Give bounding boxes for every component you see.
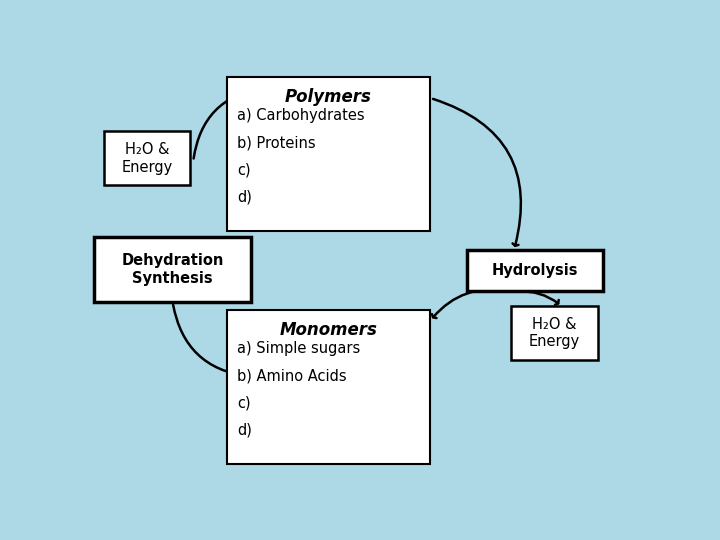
FancyBboxPatch shape xyxy=(227,77,431,231)
FancyBboxPatch shape xyxy=(511,306,598,360)
Text: Monomers: Monomers xyxy=(279,321,377,339)
FancyBboxPatch shape xyxy=(467,250,603,292)
Text: c): c) xyxy=(237,395,251,410)
FancyBboxPatch shape xyxy=(227,310,431,464)
Text: H₂O &
Energy: H₂O & Energy xyxy=(122,142,173,174)
Text: Polymers: Polymers xyxy=(285,87,372,106)
Text: H₂O &
Energy: H₂O & Energy xyxy=(529,317,580,349)
Text: a) Simple sugars: a) Simple sugars xyxy=(237,341,360,356)
Text: a) Carbohydrates: a) Carbohydrates xyxy=(237,109,364,124)
Text: b) Amino Acids: b) Amino Acids xyxy=(237,368,346,383)
Text: Hydrolysis: Hydrolysis xyxy=(492,263,578,278)
Text: d): d) xyxy=(237,422,251,437)
Text: c): c) xyxy=(237,163,251,178)
FancyBboxPatch shape xyxy=(104,131,190,185)
Text: d): d) xyxy=(237,190,251,205)
Text: Dehydration
Synthesis: Dehydration Synthesis xyxy=(122,253,224,286)
Text: b) Proteins: b) Proteins xyxy=(237,136,315,151)
FancyBboxPatch shape xyxy=(94,238,251,302)
